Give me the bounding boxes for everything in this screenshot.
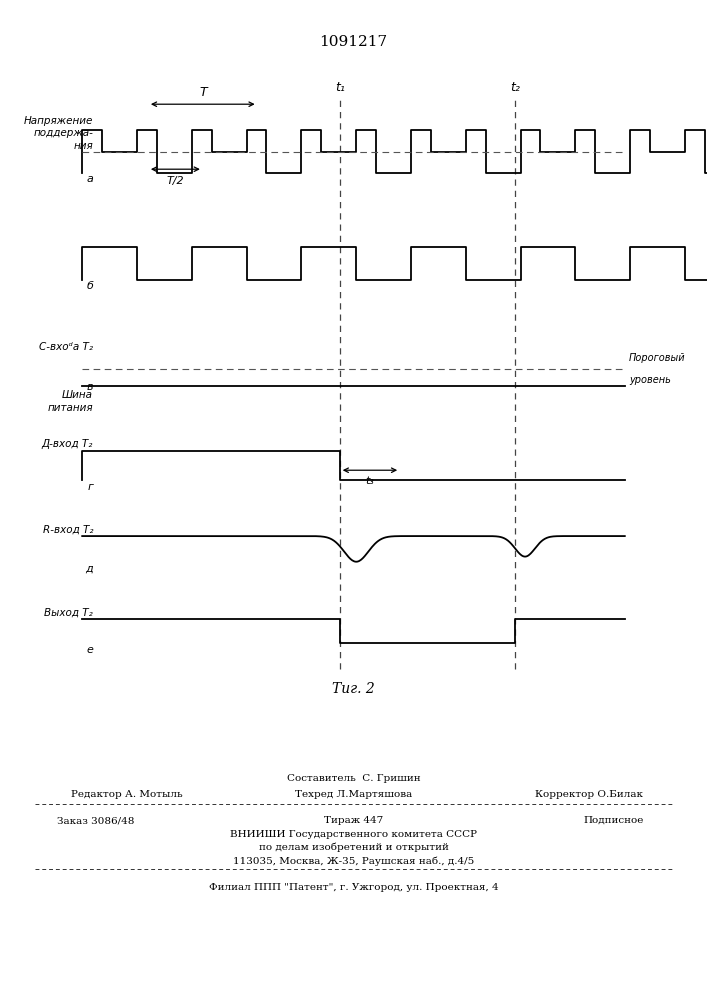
Text: С-вхоᵈа Т₂: С-вхоᵈа Т₂ [39, 342, 93, 352]
Text: б: б [86, 281, 93, 291]
Text: Корректор О.Билак: Корректор О.Билак [535, 790, 643, 799]
Text: Выход Т₂: Выход Т₂ [45, 607, 93, 617]
Text: а: а [86, 174, 93, 184]
Text: ВНИИШИ Государственного комитета СССР: ВНИИШИ Государственного комитета СССР [230, 830, 477, 839]
Text: Филиал ППП "Патент", г. Ужгород, ул. Проектная, 4: Филиал ППП "Патент", г. Ужгород, ул. Про… [209, 883, 498, 892]
Text: Напряжение: Напряжение [24, 116, 93, 126]
Text: г: г [87, 482, 93, 492]
Text: поддержа-: поддержа- [33, 128, 93, 138]
Text: t₁: t₁ [335, 81, 345, 94]
Text: Составитель  С. Гришин: Составитель С. Гришин [286, 774, 421, 783]
Text: в: в [87, 382, 93, 392]
Text: T: T [199, 86, 206, 99]
Text: Подписное: Подписное [583, 816, 643, 825]
Text: д: д [86, 563, 93, 573]
Text: ния: ния [74, 141, 93, 151]
Text: Заказ 3086/48: Заказ 3086/48 [57, 816, 134, 825]
Text: t₂: t₂ [510, 81, 520, 94]
Text: Шина: Шина [62, 390, 93, 400]
Text: Тираж 447: Тираж 447 [324, 816, 383, 825]
Text: Τиг. 2: Τиг. 2 [332, 682, 375, 696]
Text: питания: питания [47, 403, 93, 413]
Text: е: е [86, 645, 93, 655]
Text: R-вход Т₂: R-вход Т₂ [42, 524, 93, 534]
Text: уровень: уровень [629, 375, 671, 385]
Text: по делам изобретений и открытий: по делам изобретений и открытий [259, 843, 448, 852]
Text: 1091217: 1091217 [320, 35, 387, 49]
Text: Техред Л.Мартяшова: Техред Л.Мартяшова [295, 790, 412, 799]
Text: t₃: t₃ [366, 476, 375, 486]
Text: 113035, Москва, Ж-35, Раушская наб., д.4/5: 113035, Москва, Ж-35, Раушская наб., д.4… [233, 856, 474, 865]
Text: Пороговый: Пороговый [629, 353, 686, 363]
Text: Д-вход Т₂: Д-вход Т₂ [42, 439, 93, 449]
Text: T/2: T/2 [167, 176, 185, 186]
Text: Редактор А. Мотыль: Редактор А. Мотыль [71, 790, 182, 799]
